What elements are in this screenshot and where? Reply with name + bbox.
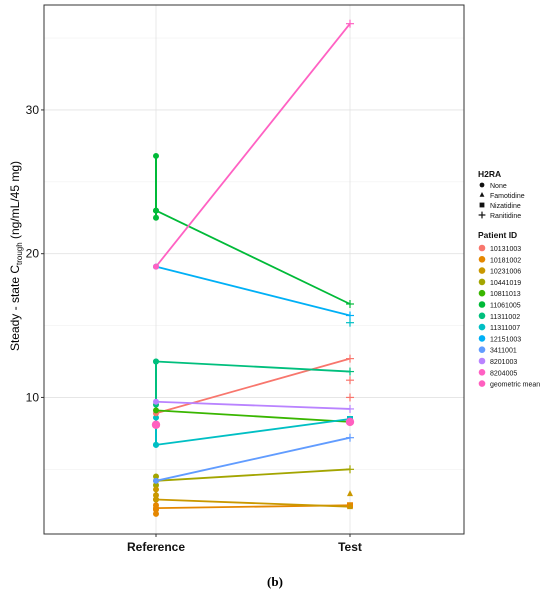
y-tick-label: 10 <box>26 390 40 404</box>
y-axis-label: Steady - state Ctrough (ng/mL/45 mg) <box>8 161 24 351</box>
legend-key-patient <box>478 278 486 286</box>
x-tick-label: Reference <box>127 540 185 554</box>
figure-caption: (b) <box>267 574 283 589</box>
replicate-point <box>153 214 159 221</box>
legend: H2RA None Famotidine Nizatidine Ranitidine Pa… <box>478 169 540 389</box>
geometric-mean-test <box>345 417 355 427</box>
replicate-point <box>153 152 159 159</box>
series-point-reference <box>153 358 159 365</box>
legend-label: Famotidine <box>490 193 525 200</box>
replicate-point <box>153 492 159 499</box>
legend-label: 10231006 <box>490 269 521 276</box>
legend-key-patient <box>478 346 486 354</box>
legend-label: None <box>490 183 507 190</box>
legend-key-patient <box>478 335 486 342</box>
legend-label: Nizatidine <box>490 203 521 210</box>
legend-key-patient <box>478 312 486 320</box>
series-point-test <box>346 311 354 320</box>
series-line-10441019 <box>155 468 351 482</box>
series-point-test <box>346 367 354 376</box>
series-point-reference <box>153 477 159 484</box>
y-tick-label: 30 <box>26 103 40 117</box>
legend-label: 11061005 <box>490 303 521 310</box>
legend-label: 10131003 <box>490 246 521 253</box>
legend-key-patient <box>478 369 486 376</box>
series-line-10231006 <box>155 498 351 508</box>
series-line-8204005 <box>155 23 351 268</box>
legend-key-patient <box>478 267 486 274</box>
series-point-reference <box>153 407 159 414</box>
test-replicate-point <box>346 393 354 402</box>
y-axis-label-unit: (ng/mL/45 mg) <box>8 161 22 242</box>
geometric-mean-reference <box>151 420 161 429</box>
series-point-test <box>346 404 354 413</box>
legend-label: 8204005 <box>490 370 517 377</box>
y-axis-label-main: Steady - state C <box>8 265 22 351</box>
legend-key-patient <box>478 255 486 263</box>
legend-key-square <box>479 202 485 208</box>
y-axis-label-subscript: trough <box>15 242 24 265</box>
legend-key-triangle <box>479 192 485 197</box>
legend-label: 10181002 <box>490 257 521 264</box>
series-lines <box>155 23 351 514</box>
legend-key-circle <box>479 182 485 188</box>
series-point-test <box>346 19 354 28</box>
series-line-8201003 <box>155 400 351 410</box>
legend-label: 8201003 <box>490 359 517 366</box>
test-replicate-point <box>346 376 354 385</box>
series-point-reference <box>153 441 159 448</box>
legend-key-patient <box>478 244 486 252</box>
series-point-test <box>346 465 354 474</box>
series-point-reference <box>153 505 159 512</box>
legend-title-h2ra: H2RA <box>478 169 501 179</box>
series-line-12151003 <box>155 265 351 317</box>
legend-key-patient <box>478 323 486 331</box>
replicate-point <box>153 510 159 517</box>
legend-label: 11311002 <box>490 314 520 321</box>
legend-title-patient-id: Patient ID <box>478 230 517 240</box>
replicate-point <box>153 482 159 489</box>
series-line-3411001 <box>155 436 351 482</box>
series-point-reference <box>153 263 159 270</box>
series-point-test <box>347 503 353 510</box>
series-point-test <box>346 300 354 308</box>
series-point-reference <box>153 398 159 405</box>
series-point-test <box>346 433 354 442</box>
data-markers <box>151 19 355 517</box>
legend-label: 10441019 <box>490 280 521 287</box>
series-line-11311002 <box>155 360 351 373</box>
legend-label: 10811013 <box>490 291 521 298</box>
grid-lines <box>44 5 464 534</box>
series-point-reference <box>153 496 159 503</box>
legend-label: 3411001 <box>490 348 517 355</box>
series-point-reference <box>153 207 159 214</box>
legend-key-patient <box>478 380 486 387</box>
y-tick-label: 20 <box>26 247 40 261</box>
legend-key-plus <box>478 211 486 219</box>
axes: 10 20 30 Reference Test <box>26 4 465 554</box>
legend-label: 11311007 <box>490 325 520 332</box>
legend-key-patient <box>478 357 486 365</box>
x-tick-label: Test <box>338 540 362 554</box>
series-line-11311007 <box>155 418 351 446</box>
series-point-test <box>346 354 354 363</box>
series-line-11061005 <box>155 209 351 305</box>
replicate-point <box>153 473 159 480</box>
replicate-point <box>153 486 159 493</box>
legend-key-patient <box>478 289 486 297</box>
legend-label: 12151003 <box>490 336 521 343</box>
legend-key-patient <box>478 301 486 308</box>
legend-label: Ranitidine <box>490 213 521 220</box>
test-replicate-point <box>346 318 354 327</box>
legend-label: geometric mean <box>490 382 540 389</box>
replicate-point <box>153 414 159 421</box>
series-line-10131003 <box>155 357 351 415</box>
test-replicate-point <box>347 490 353 497</box>
series-line-10811013 <box>155 409 351 423</box>
plot-panel-border <box>43 4 465 535</box>
